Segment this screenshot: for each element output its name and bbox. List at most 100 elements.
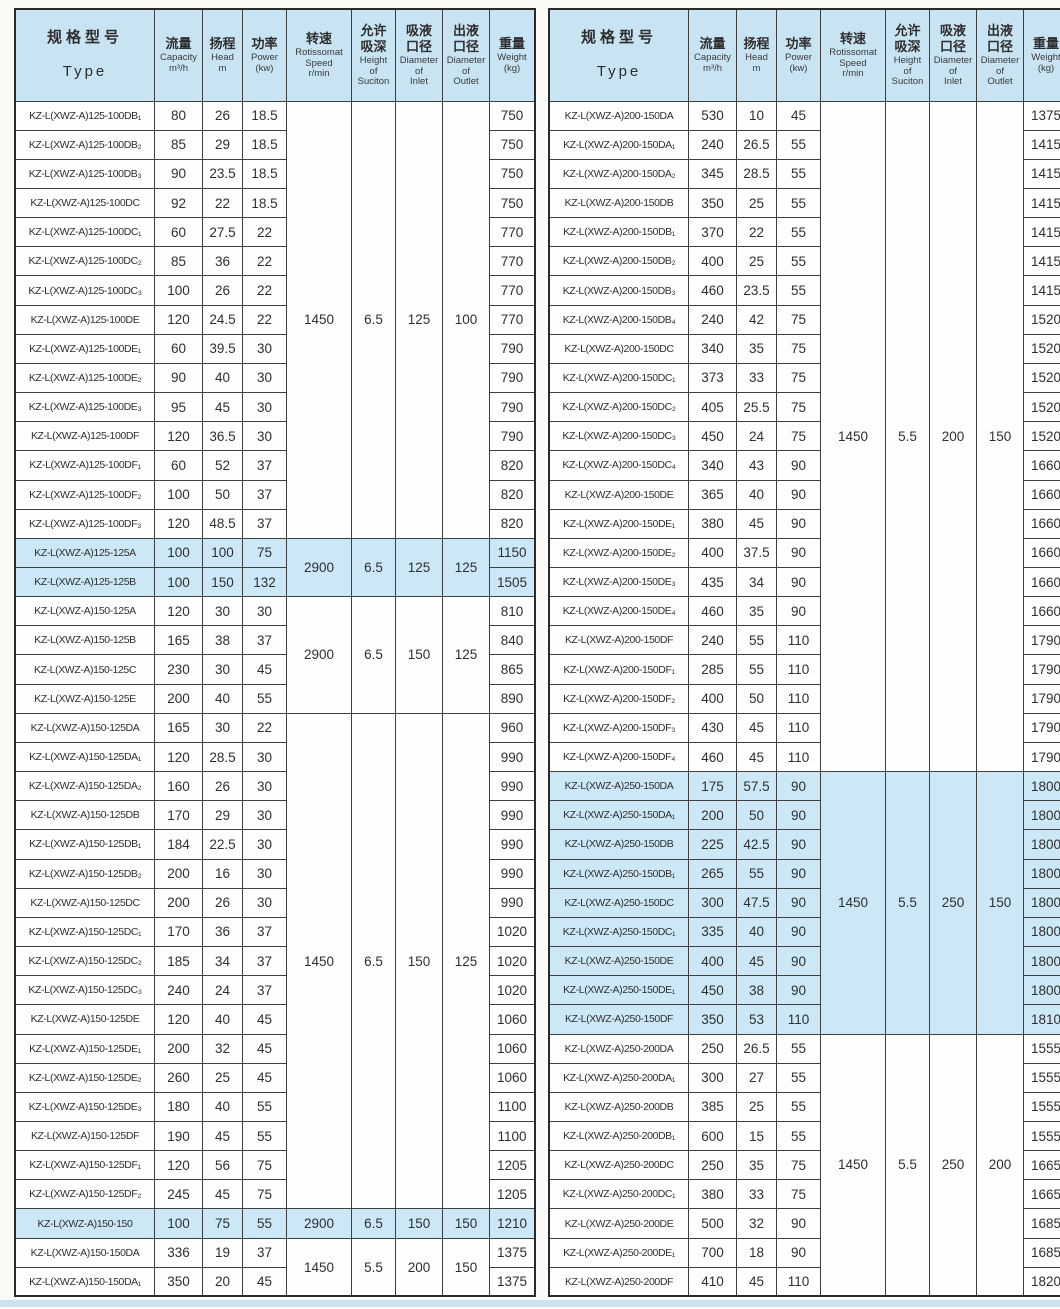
speed-cell: 2900 [286, 537, 352, 598]
head-cell: 29 [202, 800, 243, 831]
capacity-cell: 250 [688, 1150, 737, 1181]
capacity-cell: 240 [154, 975, 203, 1006]
power-cell: 75 [776, 1179, 821, 1210]
head-cell: 33 [736, 1179, 777, 1210]
weight-cell: 1415 [1023, 275, 1060, 306]
type-cell: KZ-L(XWZ-A)125-100DC₁ [14, 217, 155, 248]
table-row: KZ-L(XWZ-A)125-100DB₁ 80 26 18.5 1450 6.5 125 1… [14, 100, 536, 539]
power-cell: 90 [776, 1208, 821, 1239]
power-cell: 55 [242, 1120, 287, 1152]
power-cell: 37 [242, 946, 287, 977]
weight-cell: 790 [489, 333, 536, 364]
weight-cell: 1205 [489, 1150, 536, 1181]
weight-cell: 840 [489, 625, 536, 656]
speed-cell: 2900 [286, 1208, 352, 1239]
suction-height-cell: 5.5 [885, 1033, 930, 1297]
header-label-cn: 允许 吸深 [360, 22, 387, 54]
spec-table-left: 规格型号 Type 流量 Capacity m³/h 扬程 Head m 功率 Power (kw)… [14, 8, 536, 1298]
type-cell: KZ-L(XWZ-A)200-150DF₁ [548, 654, 689, 685]
head-cell: 24.5 [202, 304, 243, 335]
power-cell: 30 [242, 421, 287, 452]
capacity-cell: 285 [688, 654, 737, 685]
weight-cell: 790 [489, 421, 536, 452]
table-row: KZ-L(XWZ-A)150-125B 165 38 37 840 [14, 625, 536, 656]
header-label-en: Diameter of Outlet [446, 55, 486, 88]
header-label-cn: 扬程 [743, 36, 770, 51]
weight-cell: 1520 [1023, 392, 1060, 423]
capacity-cell: 240 [688, 129, 737, 160]
capacity-cell: 345 [688, 158, 737, 189]
type-cell: KZ-L(XWZ-A)125-100DB₁ [14, 100, 155, 131]
spec-tables-container: 规格型号 Type 流量 Capacity m³/h 扬程 Head m 功率 Power (kw)… [14, 8, 1060, 1298]
head-cell: 26 [202, 771, 243, 802]
weight-cell: 1660 [1023, 450, 1060, 481]
capacity-cell: 90 [154, 362, 203, 394]
power-cell: 55 [776, 1120, 821, 1152]
type-cell: KZ-L(XWZ-A)250-200DF [548, 1266, 689, 1297]
power-cell: 55 [242, 1091, 287, 1122]
table-row: KZ-L(XWZ-A)250-150DE₁ 450 38 90 1800 [548, 975, 1060, 1006]
head-cell: 40 [736, 916, 777, 948]
weight-cell: 890 [489, 683, 536, 714]
power-cell: 110 [776, 712, 821, 743]
capacity-cell: 265 [688, 858, 737, 889]
weight-cell: 1415 [1023, 129, 1060, 160]
head-cell: 42 [736, 304, 777, 335]
head-cell: 22.5 [202, 829, 243, 860]
type-cell: KZ-L(XWZ-A)200-150DE [548, 479, 689, 510]
power-cell: 90 [776, 479, 821, 510]
type-cell: KZ-L(XWZ-A)250-150DA₁ [548, 800, 689, 831]
head-cell: 33 [736, 362, 777, 394]
weight-cell: 1790 [1023, 654, 1060, 685]
weight-cell: 1660 [1023, 508, 1060, 539]
table-row: KZ-L(XWZ-A)250-200DB 385 25 55 1555 [548, 1091, 1060, 1122]
capacity-cell: 600 [688, 1120, 737, 1152]
type-cell: KZ-L(XWZ-A)150-125A [14, 596, 155, 627]
column-header-speed: 转速 Rotissomat Speed r/min [820, 8, 886, 102]
power-cell: 110 [776, 741, 821, 773]
type-cell: KZ-L(XWZ-A)150-125DE [14, 1004, 155, 1035]
weight-cell: 1020 [489, 975, 536, 1006]
type-cell: KZ-L(XWZ-A)125-100DF₁ [14, 450, 155, 481]
capacity-cell: 60 [154, 333, 203, 364]
table-row: KZ-L(XWZ-A)200-150DB₂ 400 25 55 1415 [548, 246, 1060, 277]
outlet-diameter-cell: 150 [442, 1237, 490, 1297]
power-cell: 90 [776, 858, 821, 889]
power-cell: 22 [242, 304, 287, 335]
table-row: KZ-L(XWZ-A)150-125DB₁ 184 22.5 30 990 [14, 829, 536, 860]
head-cell: 100 [202, 537, 243, 569]
table-row: KZ-L(XWZ-A)150-125DF₂ 245 45 75 1205 [14, 1179, 536, 1210]
capacity-cell: 200 [154, 1033, 203, 1064]
table-row: KZ-L(XWZ-A)200-150DE₁ 380 45 90 1660 [548, 508, 1060, 539]
header-label-cn: 出液 口径 [452, 22, 479, 54]
head-cell: 35 [736, 596, 777, 627]
capacity-cell: 350 [154, 1266, 203, 1297]
power-cell: 30 [242, 771, 287, 802]
head-cell: 48.5 [202, 508, 243, 539]
capacity-cell: 120 [154, 741, 203, 773]
capacity-cell: 200 [154, 858, 203, 889]
inlet-diameter-cell: 125 [395, 537, 443, 598]
type-cell: KZ-L(XWZ-A)150-125DF₂ [14, 1179, 155, 1210]
weight-cell: 1810 [1023, 1004, 1060, 1035]
table-row: KZ-L(XWZ-A)125-100DC₃ 100 26 22 770 [14, 275, 536, 306]
table-row: KZ-L(XWZ-A)150-125DE₁ 200 32 45 1060 [14, 1033, 536, 1064]
inlet-diameter-cell: 200 [929, 100, 977, 773]
weight-cell: 1520 [1023, 304, 1060, 335]
weight-cell: 1820 [1023, 1266, 1060, 1297]
header-label-en: Diameter of Inlet [399, 55, 439, 88]
table-row: KZ-L(XWZ-A)200-150DB₁ 370 22 55 1415 [548, 217, 1060, 248]
head-cell: 40 [736, 479, 777, 510]
power-cell: 22 [242, 712, 287, 743]
capacity-cell: 230 [154, 654, 203, 685]
head-cell: 55 [736, 654, 777, 685]
power-cell: 30 [242, 858, 287, 889]
weight-cell: 990 [489, 829, 536, 860]
head-cell: 50 [736, 800, 777, 831]
table-row: KZ-L(XWZ-A)200-150DC₁ 373 33 75 1520 [548, 362, 1060, 394]
page-bottom-band [0, 1300, 1060, 1307]
power-cell: 90 [776, 1237, 821, 1268]
table-row: KZ-L(XWZ-A)200-150DB₄ 240 42 75 1520 [548, 304, 1060, 335]
weight-cell: 770 [489, 246, 536, 277]
head-cell: 25 [736, 187, 777, 219]
